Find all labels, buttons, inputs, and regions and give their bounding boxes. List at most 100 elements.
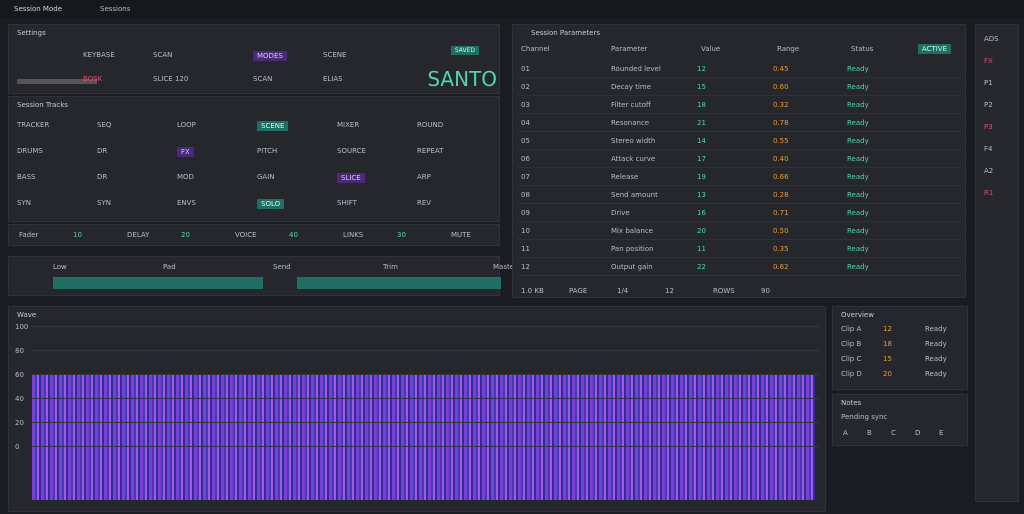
table-row[interactable]: 08 Send amount 13 0.28 Ready: [517, 187, 961, 204]
table-cell: 0.40: [773, 155, 789, 163]
strip-item: VOICE: [235, 231, 257, 239]
table-cell: Stereo width: [611, 137, 656, 145]
app-name[interactable]: Session Mode: [14, 5, 63, 13]
progress: [17, 79, 97, 84]
column-header: Parameter: [611, 45, 648, 53]
notes-panel: Notes Pending sync A B C D E: [832, 394, 968, 446]
table-cell: 04: [521, 119, 530, 127]
table-cell: 10: [521, 227, 530, 235]
grid-cell: REPEAT: [417, 147, 444, 155]
table-cell: Ready: [847, 209, 869, 217]
table-row[interactable]: 05 Stereo width 14 0.55 Ready: [517, 133, 961, 150]
table-row[interactable]: 10 Mix balance 20 0.50 Ready: [517, 223, 961, 240]
info-cell: 18: [883, 340, 892, 348]
top-bar: Session Mode Sessions: [0, 0, 1024, 18]
info-cell: 12: [883, 325, 892, 333]
grid-cell: MIXER: [337, 121, 360, 129]
footer-text: 1/4: [617, 287, 629, 295]
side-item: R1: [984, 189, 994, 197]
table-cell: Send amount: [611, 191, 658, 199]
table-cell: 19: [697, 173, 706, 181]
grid-cell: REV: [417, 199, 432, 207]
table-row[interactable]: 06 Attack curve 17 0.40 Ready: [517, 151, 961, 168]
table-cell: Mix balance: [611, 227, 653, 235]
column-header: Range: [777, 45, 800, 53]
grid-cell: DR: [97, 147, 108, 155]
y-label: 0: [15, 443, 20, 451]
grid-cell: DR: [97, 173, 108, 181]
side-item: A2: [984, 167, 994, 175]
strip-panel: Fader 10 DELAY 20 VOICE 40 LINKS 30 MUTE: [8, 224, 500, 246]
table-cell: 0.62: [773, 263, 789, 271]
slider-label: Trim: [383, 263, 398, 271]
table-cell: 22: [697, 263, 706, 271]
badge-text: SAVED: [450, 46, 479, 55]
table-cell: 0.71: [773, 209, 789, 217]
slider-label: Send: [273, 263, 291, 271]
table-row[interactable]: 02 Decay time 15 0.60 Ready: [517, 79, 961, 96]
table-cell: 0.35: [773, 245, 789, 253]
note-key: E: [939, 429, 944, 437]
table-row[interactable]: 09 Drive 16 0.71 Ready: [517, 205, 961, 222]
strip-item: MUTE: [451, 231, 471, 239]
footer-text: 12: [665, 287, 674, 295]
table-cell: 12: [521, 263, 530, 271]
summary-item: SLICE 120: [153, 75, 189, 83]
footer-text: ROWS: [713, 287, 735, 295]
table-cell: 13: [697, 191, 706, 199]
table-cell: 02: [521, 83, 530, 91]
tab[interactable]: Sessions: [100, 5, 131, 13]
panel-title: Overview: [841, 311, 874, 319]
strip-item: 30: [397, 231, 406, 239]
table-cell: Ready: [847, 191, 869, 199]
strip-item: 10: [73, 231, 82, 239]
table-cell: 11: [521, 245, 530, 253]
table-row[interactable]: 12 Output gain 22 0.62 Ready: [517, 259, 961, 276]
summary-item: SCAN: [153, 51, 173, 59]
summary-item: SCAN: [253, 75, 273, 83]
table-cell: Ready: [847, 65, 869, 73]
slider[interactable]: [53, 277, 263, 289]
table-cell: Ready: [847, 173, 869, 181]
table-cell: Ready: [847, 155, 869, 163]
table-row[interactable]: 11 Pan position 11 0.35 Ready: [517, 241, 961, 258]
table-cell: 0.66: [773, 173, 789, 181]
table-row[interactable]: 07 Release 19 0.66 Ready: [517, 169, 961, 186]
grid-cell: SOURCE: [337, 147, 366, 155]
y-label: 40: [15, 395, 24, 403]
side-item: P1: [984, 79, 993, 87]
table-cell: 01: [521, 65, 530, 73]
grid-cell: SHIFT: [337, 199, 357, 207]
table-cell: Drive: [611, 209, 630, 217]
table-cell: 09: [521, 209, 530, 217]
table-cell: 06: [521, 155, 530, 163]
info-cell: Ready: [925, 325, 947, 333]
summary-item: MODES: [253, 51, 287, 61]
grid-cell: ARP: [417, 173, 431, 181]
y-label: 80: [15, 347, 24, 355]
grid-cell: SEQ: [97, 121, 112, 129]
table-cell: 16: [697, 209, 706, 217]
table-row[interactable]: 04 Resonance 21 0.78 Ready: [517, 115, 961, 132]
table-row[interactable]: 01 Rounded level 12 0.45 Ready: [517, 61, 961, 78]
table-cell: Ready: [847, 101, 869, 109]
info-cell: Clip C: [841, 355, 862, 363]
table-cell: 08: [521, 191, 530, 199]
side-item: P3: [984, 123, 993, 131]
grid-line: [30, 374, 820, 375]
grid-cell: ROUND: [417, 121, 444, 129]
table-cell: Resonance: [611, 119, 650, 127]
y-label: 20: [15, 419, 24, 427]
table-cell: Ready: [847, 245, 869, 253]
note-key: D: [915, 429, 921, 437]
side-item: FX: [984, 57, 993, 65]
slider[interactable]: [297, 277, 501, 289]
table-cell: 17: [697, 155, 706, 163]
grid-cell: SYN: [97, 199, 111, 207]
side-item: ADS: [984, 35, 999, 43]
panel-title: Session Parameters: [531, 29, 600, 37]
footer-text: PAGE: [569, 287, 588, 295]
table-cell: Pan position: [611, 245, 654, 253]
table-row[interactable]: 03 Filter cutoff 18 0.32 Ready: [517, 97, 961, 114]
table-cell: 15: [697, 83, 706, 91]
